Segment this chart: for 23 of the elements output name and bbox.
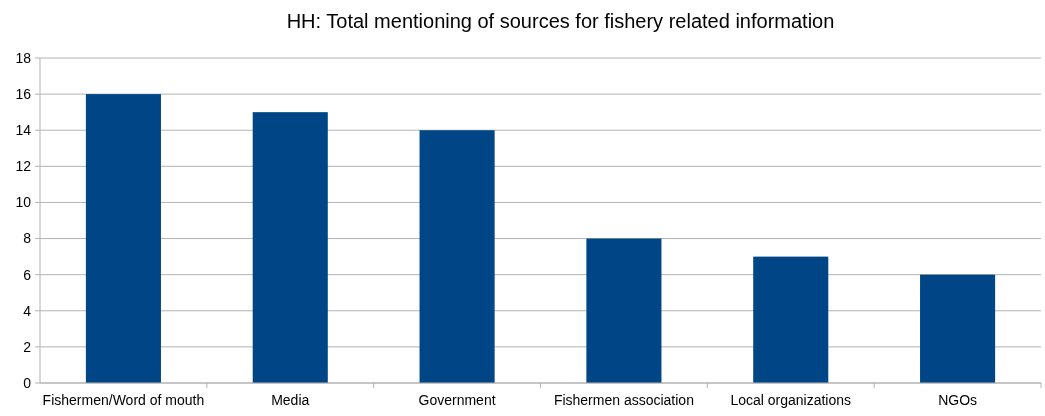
x-tick-label: Media [271, 392, 310, 408]
y-tick-label: 6 [23, 266, 32, 283]
y-tick-label: 16 [15, 86, 32, 103]
x-tick-label: Local organizations [730, 392, 852, 408]
bar [419, 130, 495, 383]
x-tick-label: Fishermen/Word of mouth [42, 392, 205, 408]
y-tick-label: 12 [15, 158, 32, 175]
y-tick-label: 10 [15, 194, 32, 211]
y-tick-label: 8 [23, 230, 32, 247]
bar [586, 238, 662, 383]
y-tick-label: 0 [23, 374, 32, 391]
bar [753, 256, 829, 383]
y-tick-label: 4 [23, 302, 32, 319]
y-tick-label: 2 [23, 338, 32, 355]
bar [85, 94, 161, 383]
x-tick-label: Government [418, 392, 496, 408]
y-tick-label: 18 [15, 49, 32, 66]
bar [252, 112, 328, 383]
bar [920, 274, 996, 383]
x-tick-label: Fishermen association [553, 392, 694, 408]
chart-title: HH: Total mentioning of sources for fishery related information [286, 10, 835, 32]
x-tick-label: NGOs [938, 392, 978, 408]
y-tick-label: 14 [15, 122, 32, 139]
